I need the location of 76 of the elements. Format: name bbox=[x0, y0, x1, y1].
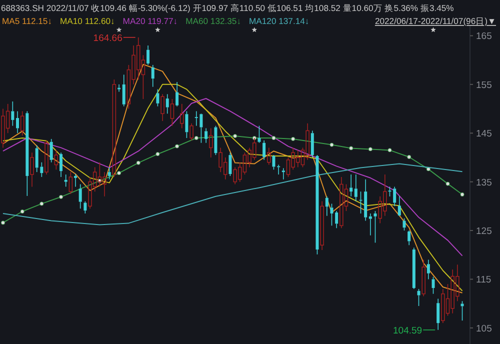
point bbox=[388, 148, 392, 152]
candlestick bbox=[436, 298, 440, 330]
point bbox=[174, 144, 180, 148]
point bbox=[252, 27, 258, 32]
point bbox=[58, 194, 64, 199]
point bbox=[368, 147, 372, 152]
candlestick bbox=[60, 152, 63, 178]
chart-title: 688363.SH 2022/11/07 收109.46 幅-5.30%(-6.12) 开109.97 高110.50 低106.51 均108.52 量10.60万 换5.36% 振3.45% bbox=[1, 3, 454, 13]
candlestick bbox=[393, 186, 396, 207]
candlestick bbox=[368, 213, 372, 236]
candlestick bbox=[118, 84, 121, 92]
point bbox=[40, 202, 44, 206]
text: MA5 112.15↓ bbox=[2, 16, 52, 26]
y-tick-label: 155 bbox=[476, 80, 492, 91]
point bbox=[430, 27, 436, 32]
text: MA120 137.14↓ bbox=[249, 16, 310, 26]
point bbox=[291, 136, 296, 142]
candlestick bbox=[176, 82, 179, 107]
candlestick bbox=[335, 210, 338, 228]
point bbox=[446, 182, 450, 186]
candlestick bbox=[208, 128, 213, 158]
point bbox=[20, 209, 24, 214]
y-tick-label: 145 bbox=[476, 128, 492, 140]
annotation: 104.59 bbox=[393, 325, 422, 336]
point bbox=[156, 152, 160, 156]
candlestick bbox=[422, 259, 426, 297]
candlestick bbox=[151, 64, 154, 88]
y-tick-label: 135 bbox=[476, 177, 492, 188]
candlestick bbox=[160, 94, 164, 122]
point bbox=[349, 146, 354, 150]
candlestick bbox=[180, 104, 184, 129]
candlestick bbox=[325, 196, 328, 216]
y-tick-label: 125 bbox=[476, 226, 492, 238]
point bbox=[116, 27, 122, 32]
candlestick bbox=[262, 140, 266, 160]
candlestick bbox=[320, 200, 324, 250]
candlestick bbox=[122, 74, 126, 107]
line-series bbox=[2, 163, 463, 226]
point bbox=[116, 171, 122, 176]
annotation: 2022/06/17-2022/11/07(96日)▼ bbox=[374, 16, 496, 26]
candlestick bbox=[350, 174, 353, 197]
y-tick-label: 105 bbox=[476, 323, 492, 334]
candlestick bbox=[282, 168, 285, 180]
line-series bbox=[2, 98, 463, 256]
point bbox=[0, 220, 6, 225]
y-tick-label: 115 bbox=[476, 274, 492, 286]
candlestick bbox=[146, 45, 150, 66]
candlestick bbox=[166, 94, 169, 114]
annotation: 164.66 bbox=[93, 32, 122, 44]
point bbox=[460, 192, 464, 197]
text: MA10 112.60↓ bbox=[60, 16, 115, 26]
candlestick bbox=[16, 110, 19, 134]
candlestick bbox=[44, 140, 48, 175]
candlestick bbox=[354, 174, 358, 202]
text: MA20 119.77↓ bbox=[122, 16, 178, 26]
point bbox=[330, 142, 334, 147]
candlestick bbox=[364, 178, 368, 222]
candlestick bbox=[108, 166, 111, 180]
point bbox=[194, 136, 198, 140]
candlestick bbox=[204, 128, 208, 144]
candlestick bbox=[266, 147, 271, 166]
point bbox=[233, 134, 238, 138]
point bbox=[407, 154, 412, 160]
candlestick bbox=[408, 230, 411, 246]
point bbox=[272, 136, 276, 140]
point bbox=[155, 27, 160, 32]
y-tick-label: 165 bbox=[476, 31, 492, 42]
candlestick bbox=[398, 196, 401, 216]
point bbox=[136, 160, 140, 165]
text: MA60 132.35↓ bbox=[186, 16, 241, 26]
candlestick bbox=[412, 247, 416, 290]
candlestick bbox=[190, 122, 194, 141]
candlestick bbox=[30, 152, 34, 188]
candlestick bbox=[310, 130, 314, 158]
candlestick bbox=[74, 174, 78, 188]
candlestick bbox=[426, 259, 430, 280]
